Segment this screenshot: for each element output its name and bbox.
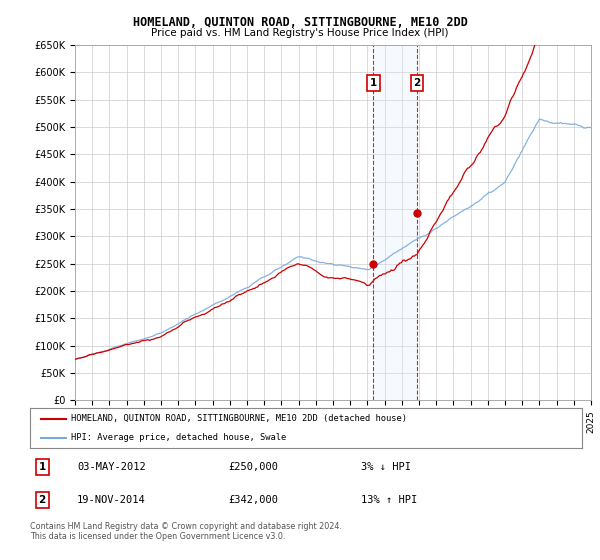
Text: 13% ↑ HPI: 13% ↑ HPI — [361, 495, 418, 505]
Text: £342,000: £342,000 — [229, 495, 279, 505]
Text: 2: 2 — [38, 495, 46, 505]
Text: HOMELAND, QUINTON ROAD, SITTINGBOURNE, ME10 2DD: HOMELAND, QUINTON ROAD, SITTINGBOURNE, M… — [133, 16, 467, 29]
Text: 2: 2 — [413, 78, 421, 88]
Text: HPI: Average price, detached house, Swale: HPI: Average price, detached house, Swal… — [71, 433, 287, 442]
Text: HOMELAND, QUINTON ROAD, SITTINGBOURNE, ME10 2DD (detached house): HOMELAND, QUINTON ROAD, SITTINGBOURNE, M… — [71, 414, 407, 423]
Text: £250,000: £250,000 — [229, 462, 279, 472]
Text: 03-MAY-2012: 03-MAY-2012 — [77, 462, 146, 472]
Text: 1: 1 — [370, 78, 377, 88]
Text: Contains HM Land Registry data © Crown copyright and database right 2024.
This d: Contains HM Land Registry data © Crown c… — [30, 522, 342, 542]
Text: 3% ↓ HPI: 3% ↓ HPI — [361, 462, 411, 472]
Text: 1: 1 — [38, 462, 46, 472]
Text: Price paid vs. HM Land Registry's House Price Index (HPI): Price paid vs. HM Land Registry's House … — [151, 28, 449, 38]
Bar — [373, 45, 417, 400]
Text: 19-NOV-2014: 19-NOV-2014 — [77, 495, 146, 505]
